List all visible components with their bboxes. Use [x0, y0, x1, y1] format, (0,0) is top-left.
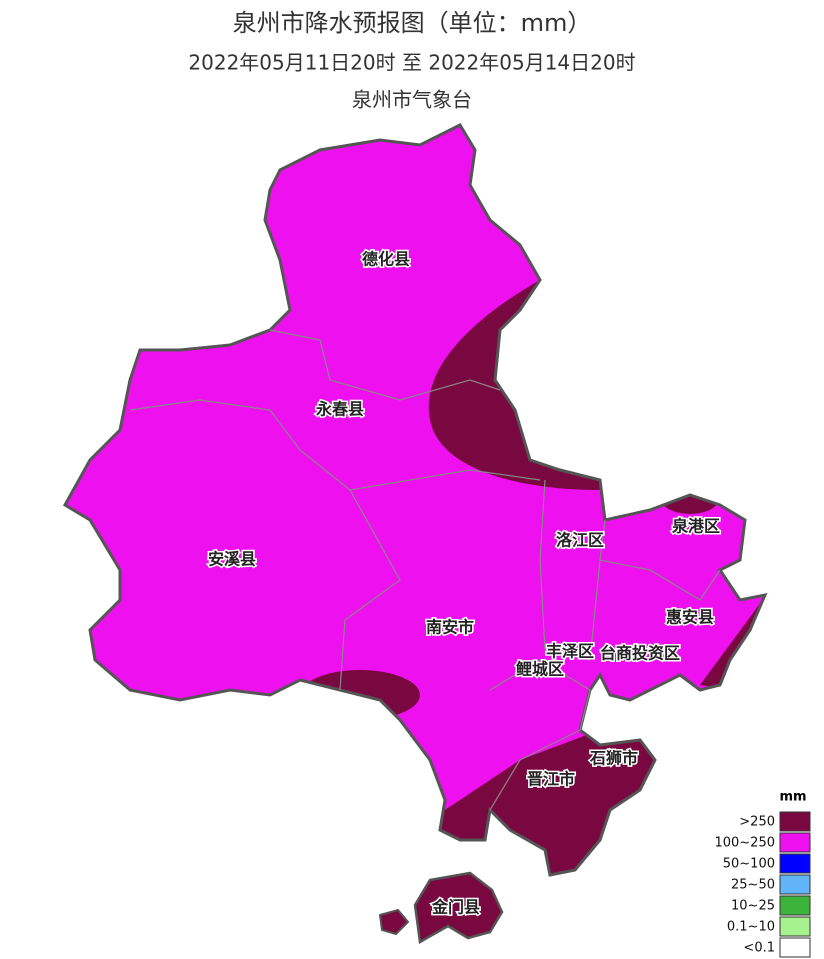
region-label: 泉港区 — [672, 517, 720, 536]
boundary — [539, 479, 606, 661]
legend-swatch — [779, 937, 811, 958]
region-label: 南安市 — [426, 618, 474, 637]
region-label: 鲤城区 — [515, 660, 564, 679]
legend-label: 100~250 — [714, 836, 775, 851]
region-label: 晋江市 — [527, 770, 575, 789]
region-label: 金门县 — [431, 898, 480, 917]
agency: 泉州市气象台 — [352, 88, 472, 112]
region-label: 丰泽区 — [546, 642, 594, 661]
legend-label: 25~50 — [731, 878, 775, 893]
island — [378, 908, 410, 936]
boundary — [269, 329, 501, 401]
boundary — [599, 559, 721, 601]
legend: mm >250 100~250 50~100 25~50 10~25 0.1~10 <0.1 — [714, 790, 811, 958]
legend-swatch — [779, 832, 811, 853]
period: 2022年05月11日20时 至 2022年05月14日20时 — [188, 51, 635, 75]
region-label: 惠安县 — [666, 608, 714, 627]
legend-label: 50~100 — [723, 857, 775, 872]
land — [65, 125, 765, 875]
legend-swatch — [779, 895, 811, 916]
legend-label: <0.1 — [743, 941, 775, 956]
legend-label: 0.1~10 — [727, 920, 775, 935]
legend-swatch — [779, 916, 811, 937]
legend-swatch — [779, 874, 811, 895]
region-label: 洛江区 — [556, 531, 604, 550]
region-label: 安溪县 — [208, 550, 256, 569]
region-labels: 德化县 永春县 安溪县 南安市 洛江区 泉港区 惠安县 丰泽区 台商投资区 鲤城… — [206, 248, 721, 918]
region-label: 德化县 — [362, 250, 410, 269]
boundary — [489, 659, 591, 811]
region-label: 永春县 — [315, 400, 364, 419]
boundary — [129, 399, 541, 491]
title: 泉州市降水预报图（单位：mm） — [233, 9, 592, 37]
legend-swatch — [779, 811, 811, 832]
region-label: 石狮市 — [589, 749, 638, 768]
legend-label: 10~25 — [731, 899, 775, 914]
island — [413, 871, 504, 945]
boundary — [339, 489, 401, 691]
legend-unit: mm — [779, 790, 806, 805]
legend-swatch — [779, 853, 811, 874]
region-label: 台商投资区 — [600, 644, 680, 663]
legend-label: >250 — [739, 815, 775, 830]
